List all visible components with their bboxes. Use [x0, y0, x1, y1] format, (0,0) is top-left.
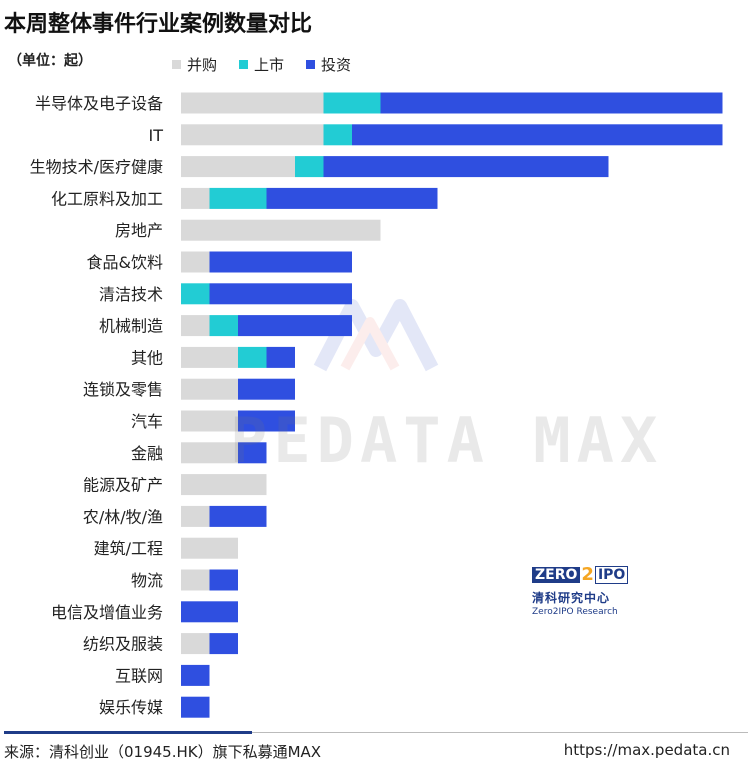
footer-accent-bar — [4, 731, 252, 734]
bar-segment-investment — [266, 346, 295, 368]
bar-segment-merger — [181, 156, 295, 178]
category-label: 纺织及服装 — [83, 635, 163, 654]
unit-label: （单位：起） — [8, 53, 92, 69]
logo-ipo: IPO — [594, 565, 629, 584]
footer-url: https://max.pedata.cn — [563, 741, 730, 759]
bar-segment-investment — [238, 442, 267, 464]
legend-swatch-ipo — [239, 60, 249, 69]
category-label: 物流 — [131, 571, 163, 590]
bar-segment-merger — [181, 315, 210, 337]
bar-segment-ipo — [323, 92, 381, 114]
bar-segment-merger — [181, 505, 210, 527]
bar-segment-investment — [238, 410, 295, 432]
bar-segment-investment — [238, 315, 352, 337]
bar-segment-investment — [266, 187, 438, 209]
category-label: 汽车 — [131, 412, 163, 431]
bar-segment-merger — [181, 474, 267, 496]
bar-segment-ipo — [209, 315, 238, 337]
bar-segment-ipo — [238, 346, 267, 368]
bar-segment-ipo — [181, 283, 210, 305]
legend-item-investment: 投资 — [306, 54, 351, 75]
chart-legend: 并购 上市 投资 — [172, 54, 351, 75]
category-label: 建筑/工程 — [94, 539, 163, 558]
category-label: 半导体及电子设备 — [35, 94, 163, 113]
legend-swatch-investment — [306, 60, 316, 69]
legend-label-ipo: 上市 — [254, 56, 285, 74]
logo-two: 2 — [581, 564, 594, 585]
bar-segment-investment — [209, 251, 352, 273]
bar-segment-investment — [181, 601, 238, 623]
bar-segment-ipo — [323, 124, 352, 146]
category-label: IT — [149, 126, 164, 145]
bar-segment-merger — [181, 633, 210, 655]
bar-segment-merger — [181, 410, 238, 432]
category-label: 连锁及零售 — [83, 380, 163, 399]
bar-segment-merger — [181, 219, 381, 241]
bar-segment-merger — [181, 251, 210, 273]
bar-segment-merger — [181, 92, 324, 114]
bar-segment-ipo — [209, 187, 267, 209]
logo-chinese-name: 清科研究中心 — [532, 591, 611, 605]
footer-divider — [4, 732, 748, 733]
category-label: 化工原料及加工 — [51, 189, 163, 208]
category-label: 生物技术/医疗健康 — [30, 158, 163, 177]
footer-source: 来源：清科创业（01945.HK）旗下私募通MAX — [4, 743, 322, 761]
category-label: 金融 — [131, 444, 163, 463]
logo-zero: ZERO — [532, 566, 581, 583]
bar-segment-investment — [209, 633, 238, 655]
category-label: 互联网 — [115, 666, 163, 685]
legend-label-investment: 投资 — [321, 56, 352, 74]
category-label: 房地产 — [115, 221, 163, 240]
watermark-text: PEDATA MAX — [230, 404, 664, 477]
zero2ipo-logo: ZERO 2 IPO 清科研究中心 Zero2IPO Research — [532, 564, 629, 617]
bar-segment-investment — [323, 156, 609, 178]
bar-segment-merger — [181, 442, 238, 464]
category-label: 食品&饮料 — [87, 253, 163, 272]
legend-label-merger: 并购 — [187, 56, 218, 74]
category-label: 娱乐传媒 — [99, 698, 163, 717]
bar-segment-investment — [209, 505, 267, 527]
bar-segment-merger — [181, 378, 238, 400]
category-label: 能源及矿产 — [83, 476, 163, 495]
bar-segment-merger — [181, 187, 210, 209]
category-label: 其他 — [131, 348, 163, 367]
legend-swatch-merger — [172, 60, 181, 69]
bar-segment-investment — [181, 696, 210, 718]
category-label: 机械制造 — [99, 317, 163, 336]
bar-segment-merger — [181, 569, 210, 591]
legend-item-ipo: 上市 — [239, 54, 284, 75]
category-label: 清洁技术 — [99, 285, 163, 304]
category-label: 电信及增值业务 — [51, 603, 163, 622]
legend-item-merger: 并购 — [172, 54, 217, 75]
bar-segment-investment — [209, 569, 238, 591]
bar-segment-investment — [352, 124, 723, 146]
bar-segment-merger — [181, 346, 238, 368]
bar-segment-merger — [181, 537, 238, 559]
logo-english-name: Zero2IPO Research — [532, 607, 618, 617]
bar-segment-investment — [238, 378, 295, 400]
bar-segment-ipo — [295, 156, 324, 178]
bar-segment-investment — [380, 92, 723, 114]
logo-wordmark: ZERO 2 IPO — [532, 564, 629, 585]
bar-segment-investment — [209, 283, 352, 305]
chart-title: 本周整体事件行业案例数量对比 — [4, 12, 313, 37]
bar-segment-investment — [181, 664, 210, 686]
category-label: 农/林/牧/渔 — [83, 507, 163, 526]
bar-segment-merger — [181, 124, 324, 146]
